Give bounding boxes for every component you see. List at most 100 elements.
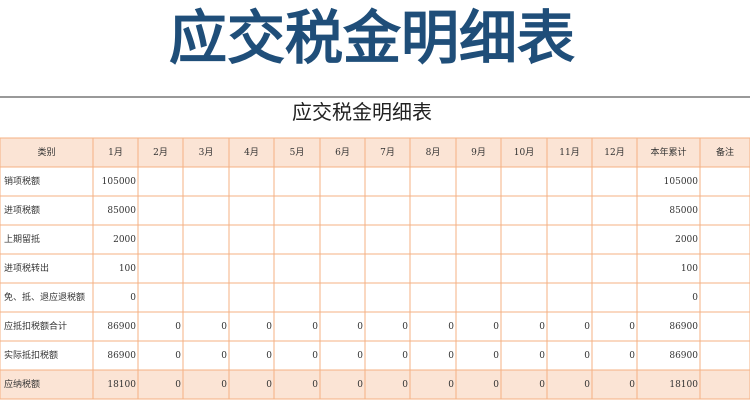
cell xyxy=(137,282,184,313)
cell-value: 0 xyxy=(221,380,227,390)
cell xyxy=(500,166,548,197)
cell-value: 0 xyxy=(175,322,181,332)
cell xyxy=(364,166,411,197)
cell-value: 0 xyxy=(130,293,136,303)
column-header: 类别 xyxy=(37,146,55,158)
cell xyxy=(455,369,502,400)
cell-value: 0 xyxy=(629,351,635,361)
cell xyxy=(182,224,230,255)
header-cell xyxy=(636,137,701,168)
cell-value: 2000 xyxy=(675,235,698,245)
cell xyxy=(455,195,502,226)
column-header: 备注 xyxy=(716,146,734,158)
cell xyxy=(0,195,94,226)
cell xyxy=(228,282,275,313)
cell xyxy=(455,282,502,313)
cell-value: 0 xyxy=(266,351,272,361)
cell-value: 0 xyxy=(357,351,363,361)
row-label: 销项税额 xyxy=(4,175,40,187)
cell-value: 0 xyxy=(266,380,272,390)
column-header: 2月 xyxy=(153,147,168,158)
cell xyxy=(0,369,94,400)
cell xyxy=(699,166,750,197)
cell-value: 86900 xyxy=(669,322,698,332)
cell-value: 85000 xyxy=(669,206,698,216)
cell xyxy=(182,340,230,371)
cell xyxy=(409,253,457,284)
cell-value: 105000 xyxy=(664,177,699,187)
column-header: 8月 xyxy=(426,147,441,158)
cell-value: 0 xyxy=(493,351,499,361)
cell xyxy=(409,311,457,342)
cell xyxy=(137,224,184,255)
cell xyxy=(364,369,411,400)
cell xyxy=(92,340,139,371)
cell xyxy=(636,195,701,226)
cell xyxy=(546,166,593,197)
table-title: 应交税金明细表 xyxy=(292,100,432,124)
cell-value: 0 xyxy=(402,380,408,390)
cell xyxy=(699,253,750,284)
cell-value: 0 xyxy=(629,322,635,332)
cell-value: 0 xyxy=(584,322,590,332)
cell xyxy=(699,224,750,255)
cell xyxy=(636,166,701,197)
cell xyxy=(319,166,366,197)
cell-value: 0 xyxy=(221,322,227,332)
cell xyxy=(228,369,275,400)
cell xyxy=(273,282,321,313)
cell xyxy=(228,195,275,226)
cell-value: 0 xyxy=(175,380,181,390)
cell xyxy=(636,311,701,342)
header-cell xyxy=(273,137,321,168)
cell-value: 0 xyxy=(402,322,408,332)
cell xyxy=(228,166,275,197)
cell xyxy=(92,195,139,226)
cell xyxy=(591,369,638,400)
cell xyxy=(455,311,502,342)
cell xyxy=(409,195,457,226)
cell xyxy=(364,195,411,226)
cell xyxy=(137,195,184,226)
row-label: 实际抵扣税额 xyxy=(4,349,58,361)
cell-value: 0 xyxy=(493,322,499,332)
cell xyxy=(364,224,411,255)
cell xyxy=(699,340,750,371)
cell xyxy=(546,311,593,342)
row-label: 免、抵、退应退税额 xyxy=(4,291,85,303)
column-header: 5月 xyxy=(290,147,305,158)
cell xyxy=(137,369,184,400)
cell xyxy=(319,369,366,400)
cell xyxy=(455,166,502,197)
cell xyxy=(364,282,411,313)
cell xyxy=(546,369,593,400)
cell xyxy=(591,195,638,226)
cell xyxy=(699,311,750,342)
row-label: 进项税转出 xyxy=(4,262,49,274)
cell xyxy=(0,253,94,284)
column-header: 4月 xyxy=(244,147,259,158)
cell xyxy=(228,311,275,342)
cell xyxy=(409,166,457,197)
cell xyxy=(591,340,638,371)
cell xyxy=(591,166,638,197)
cell xyxy=(500,224,548,255)
column-header: 11月 xyxy=(559,147,579,158)
cell xyxy=(137,253,184,284)
cell-value: 85000 xyxy=(107,206,136,216)
cell-value: 0 xyxy=(402,351,408,361)
column-header: 7月 xyxy=(380,147,395,158)
cell xyxy=(182,195,230,226)
cell xyxy=(500,369,548,400)
cell-value: 86900 xyxy=(107,351,136,361)
cell xyxy=(455,340,502,371)
cell xyxy=(228,224,275,255)
cell xyxy=(636,282,701,313)
cell xyxy=(182,369,230,400)
cell xyxy=(455,253,502,284)
cell-value: 0 xyxy=(539,380,545,390)
banner-title: 应交税金明细表 xyxy=(169,4,575,72)
cell xyxy=(319,224,366,255)
